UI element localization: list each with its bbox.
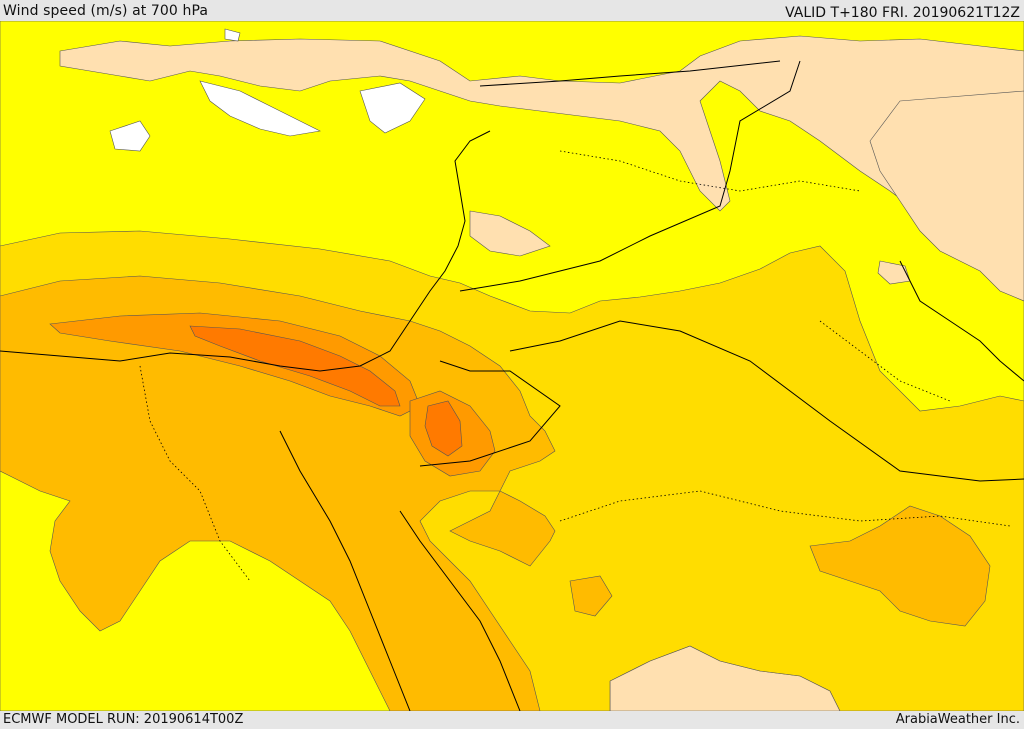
border-egypt [139,365,251,582]
map-title: Wind speed (m/s) at 700 hPa [3,3,209,19]
coastline-red-sea-east [399,510,521,711]
coastline-persian-gulf [899,260,1024,382]
map-footer: ECMWF MODEL RUN: 20190614T00Z ArabiaWeat… [0,711,1024,729]
border-gulf-internal [819,320,951,402]
wind-band-lt-5-west [109,120,151,152]
wind-band-lt-5-north [224,28,241,42]
wind-band-5-10-cyprus [469,210,551,257]
border-jordan [419,360,561,467]
wind-speed-map [0,21,1024,711]
wind-band-5-10-small [877,260,911,285]
coastline-mediterranean [0,130,491,372]
wind-band-5-10-north [59,35,1024,242]
wind-band-5-10-east [869,90,1024,302]
coastline-red-sea-west [279,430,411,711]
wind-band-30-35 [189,325,401,407]
border-saudi-north [509,320,1024,482]
wind-band-20-25 [0,275,556,711]
border-turkey [479,60,781,87]
wind-band-20-25-small [569,575,613,617]
wind-band-30-35-south [424,400,463,457]
map-header: Wind speed (m/s) at 700 hPa VALID T+180 … [0,0,1024,21]
border-iraq [459,60,801,292]
model-run: ECMWF MODEL RUN: 20190614T00Z [3,712,244,727]
wind-band-lt-5-aegean [199,80,321,137]
wind-band-25-30 [49,312,421,417]
credit-label: ArabiaWeather Inc. [895,712,1020,727]
wind-band-lt-5-turkey [359,82,426,134]
valid-time: VALID T+180 FRI. 20190621T12Z [785,5,1020,21]
